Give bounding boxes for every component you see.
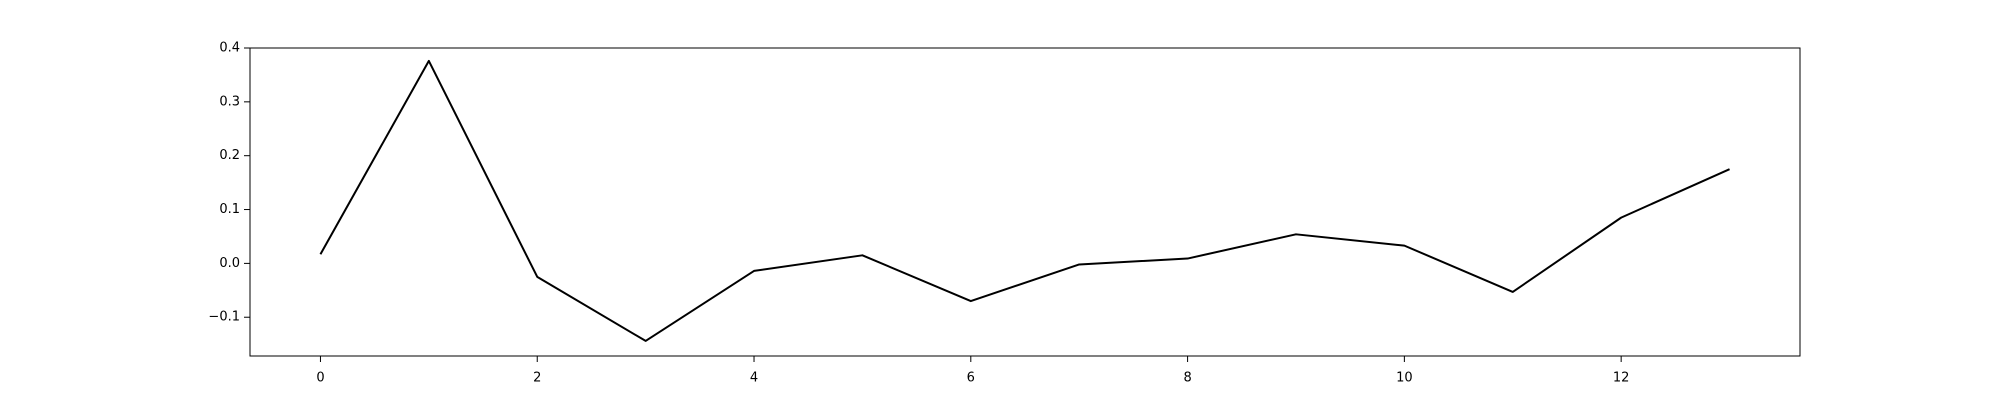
x-axis-ticks: 0 2 4 6 8 10 12: [316, 356, 1629, 386]
x-tick-label: 6: [967, 371, 975, 386]
series-layer: [319, 59, 1730, 342]
plot-frame: [249, 47, 1801, 357]
y-tick-label: 0.1: [219, 202, 240, 217]
x-tick-label: 4: [750, 371, 758, 386]
x-tick-label: 10: [1396, 371, 1413, 386]
y-tick-label: 0.0: [219, 256, 240, 271]
y-axis-ticks: −0.1 0.0 0.1 0.2 0.3 0.4: [208, 41, 250, 325]
x-tick-label: 8: [1183, 371, 1191, 386]
y-tick-label: 0.3: [219, 94, 240, 109]
x-tick-label: 12: [1613, 371, 1630, 386]
y-tick-label: −0.1: [208, 310, 240, 325]
y-tick-label: 0.4: [219, 41, 240, 56]
series-line: [319, 59, 1730, 342]
x-tick-label: 0: [316, 371, 324, 386]
y-tick-label: 0.2: [219, 148, 240, 163]
x-tick-label: 2: [533, 371, 541, 386]
